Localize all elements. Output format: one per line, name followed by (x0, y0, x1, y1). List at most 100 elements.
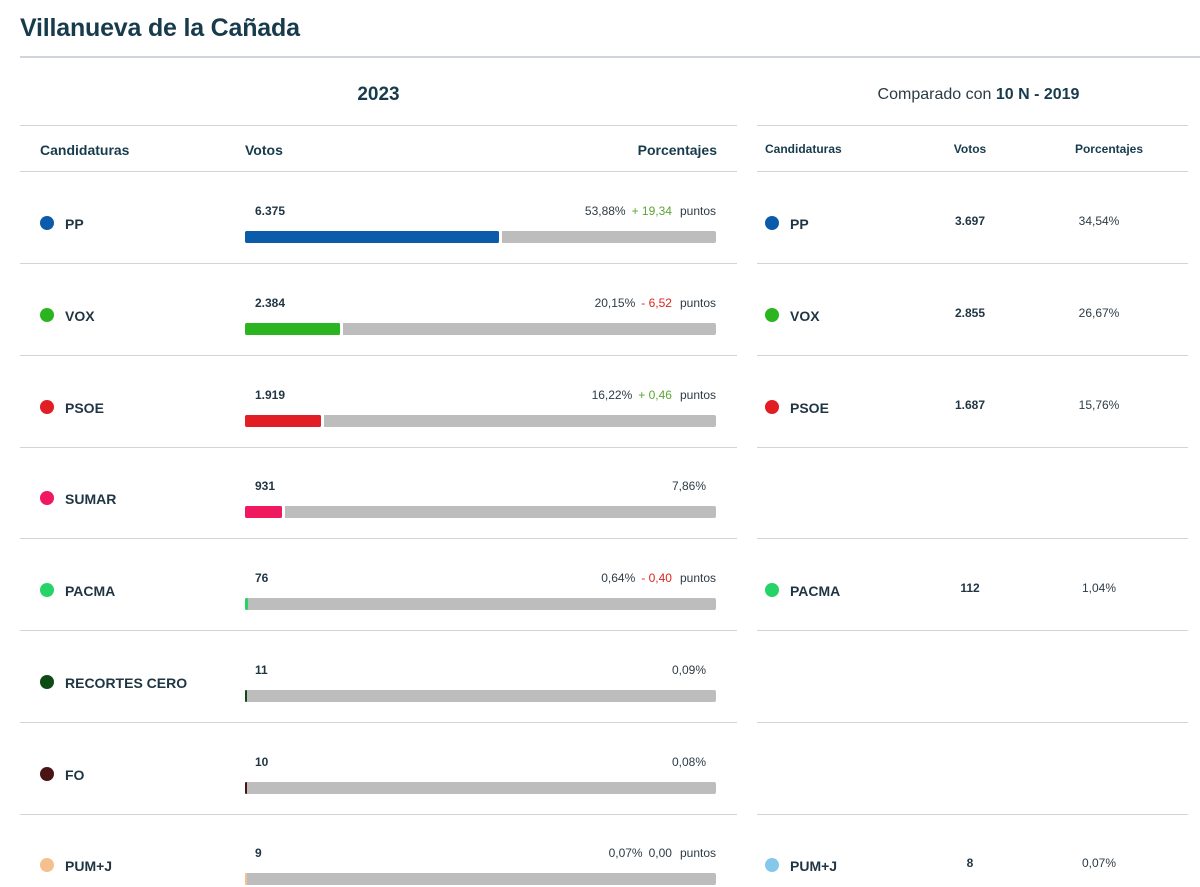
party-name: PUM+J (65, 858, 113, 874)
vote-share-bar (245, 598, 716, 610)
party-color-dot (40, 491, 54, 505)
row-divider (20, 538, 737, 539)
vote-share-bar-fill (245, 323, 340, 335)
vote-share-bar (245, 323, 716, 335)
party-color-dot-2019 (765, 216, 779, 230)
party-percentage-line: 0,08% (672, 755, 706, 769)
vote-share-bar (245, 231, 716, 243)
party-name-2019: PUM+J (790, 858, 838, 874)
party-percentage: 16,22% (591, 388, 633, 402)
table-row: FO 10 0,08% (0, 723, 1200, 815)
header-porcentajes-2019: Porcentajes (1074, 142, 1144, 156)
row-divider-right (757, 263, 1188, 264)
header-top-divider (20, 125, 737, 126)
header-bottom-divider (20, 171, 737, 172)
party-name: PSOE (65, 400, 104, 416)
party-delta: - 6,52 (641, 296, 672, 310)
party-name: VOX (65, 308, 95, 324)
header-top-divider-right (757, 125, 1188, 126)
party-votes: 76 (255, 571, 269, 585)
points-unit: puntos (679, 296, 716, 310)
row-divider (20, 263, 737, 264)
table-row: PSOE 1.919 16,22% + 0,46 puntos PSOE 1.687 15,7… (0, 356, 1200, 448)
party-delta: 0,00 (648, 846, 672, 860)
party-delta: + 0,46 (638, 388, 672, 402)
vote-share-bar-fill (245, 873, 247, 885)
row-divider (20, 814, 737, 815)
party-color-dot (40, 216, 54, 230)
vote-share-bar-fill (245, 782, 247, 794)
row-divider-right (757, 538, 1188, 539)
party-votes: 9 (255, 846, 262, 860)
party-percentage: 0,09% (671, 663, 706, 677)
party-name-2019: PP (790, 216, 809, 232)
bar-separator (340, 323, 343, 335)
party-color-dot-2019 (765, 858, 779, 872)
table-row: VOX 2.384 20,15% - 6,52 puntos VOX 2.855 26,67% (0, 264, 1200, 356)
party-percentage-line: 0,09% (672, 663, 706, 677)
row-divider (20, 447, 737, 448)
points-unit: puntos (679, 846, 716, 860)
party-color-dot-2019 (765, 308, 779, 322)
table-row: PUM+J 9 0,07% 0,00 puntos PUM+J 8 0,07% (0, 814, 1200, 887)
vote-share-bar (245, 506, 716, 518)
party-color-dot-2019 (765, 400, 779, 414)
party-votes-2019: 1.687 (954, 398, 986, 412)
party-color-dot (40, 583, 54, 597)
bar-separator (499, 231, 502, 243)
header-bottom-divider (757, 171, 1188, 172)
party-percentage-line: 20,15% - 6,52 puntos (595, 296, 716, 310)
party-votes-2019: 2.855 (954, 306, 986, 320)
party-votes: 1.919 (255, 388, 286, 402)
title-divider (20, 56, 1200, 58)
bar-separator (321, 415, 324, 427)
party-color-dot-2019 (765, 583, 779, 597)
party-percentage-2019: 1,04% (1081, 581, 1117, 595)
party-name: RECORTES CERO (65, 675, 188, 691)
party-votes: 10 (255, 755, 269, 769)
party-votes-2019: 3.697 (954, 214, 986, 228)
party-percentage-2019: 26,67% (1078, 306, 1120, 320)
vote-share-bar (245, 415, 716, 427)
party-votes: 11 (255, 663, 268, 677)
header-candidaturas-2019: Candidaturas (765, 142, 842, 156)
vote-share-bar-fill (245, 231, 499, 243)
row-divider-right (757, 814, 1188, 815)
row-divider (20, 722, 737, 723)
vote-share-bar-fill (245, 415, 321, 427)
party-name-2019: PACMA (790, 583, 841, 599)
party-votes: 6.375 (255, 204, 286, 218)
party-name-2019: PSOE (790, 400, 829, 416)
party-name-2019: VOX (790, 308, 820, 324)
points-unit: puntos (679, 204, 716, 218)
party-delta: + 19,34 (631, 204, 672, 218)
current-year-heading: 2023 (357, 84, 400, 105)
party-percentage-2019: 34,54% (1078, 214, 1120, 228)
page-title: Villanueva de la Cañada (20, 14, 300, 42)
vote-share-bar-fill (245, 690, 247, 702)
vote-share-bar (245, 782, 716, 794)
party-color-dot (40, 308, 54, 322)
party-percentage-2019: 0,07% (1081, 856, 1117, 870)
party-votes-2019: 8 (966, 856, 974, 870)
party-percentage: 7,86% (671, 479, 706, 493)
header-votos-2019: Votos (953, 142, 987, 156)
vote-share-bar-fill (245, 598, 248, 610)
party-color-dot (40, 858, 54, 872)
row-divider (20, 630, 737, 631)
table-row: RECORTES CERO 11 0,09% (0, 631, 1200, 723)
party-percentage-line: 16,22% + 0,46 puntos (592, 388, 716, 402)
party-percentage-line: 7,86% (672, 479, 706, 493)
party-percentage: 0,07% (608, 846, 643, 860)
party-delta: - 0,40 (641, 571, 672, 585)
party-color-dot (40, 675, 54, 689)
party-color-dot (40, 400, 54, 414)
vote-share-bar (245, 873, 716, 885)
row-divider (20, 355, 737, 356)
party-percentage-line: 53,88% + 19,34 puntos (585, 204, 716, 218)
party-votes-2019: 112 (960, 581, 980, 595)
party-percentage: 0,64% (601, 571, 636, 585)
table-row: PP 6.375 53,88% + 19,34 puntos PP 3.697 34,54% (0, 172, 1200, 264)
party-name: PP (65, 216, 84, 232)
row-divider-right (757, 722, 1188, 723)
